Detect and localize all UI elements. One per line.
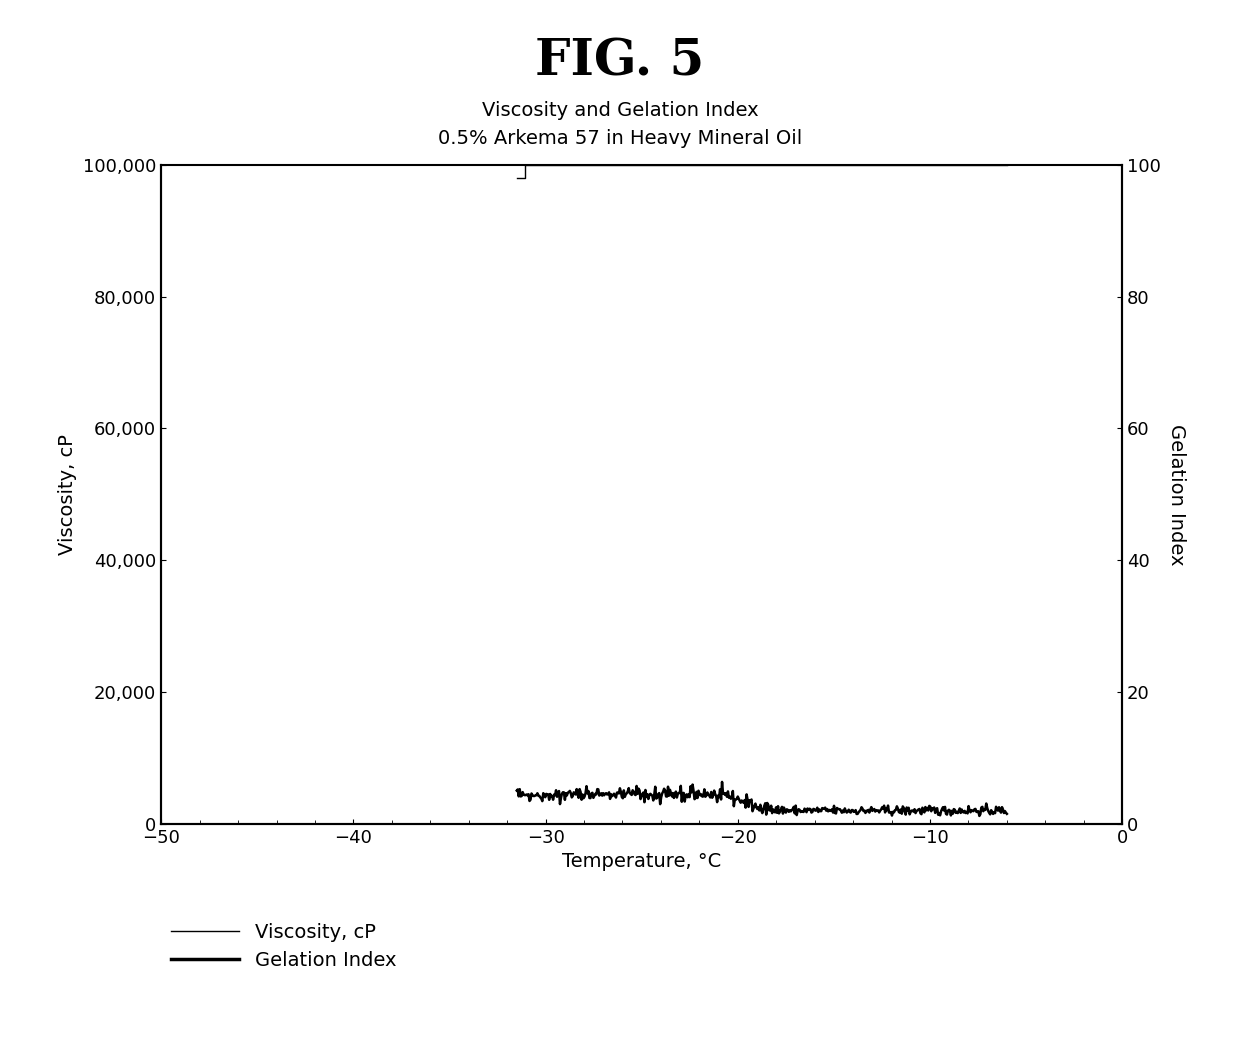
Y-axis label: Gelation Index: Gelation Index xyxy=(1167,423,1185,566)
Y-axis label: Viscosity, cP: Viscosity, cP xyxy=(58,434,77,555)
X-axis label: Temperature, °C: Temperature, °C xyxy=(562,853,722,872)
Text: Viscosity and Gelation Index
0.5% Arkema 57 in Heavy Mineral Oil: Viscosity and Gelation Index 0.5% Arkema… xyxy=(438,101,802,148)
Text: FIG. 5: FIG. 5 xyxy=(536,37,704,86)
Legend: Viscosity, cP, Gelation Index: Viscosity, cP, Gelation Index xyxy=(171,923,396,971)
